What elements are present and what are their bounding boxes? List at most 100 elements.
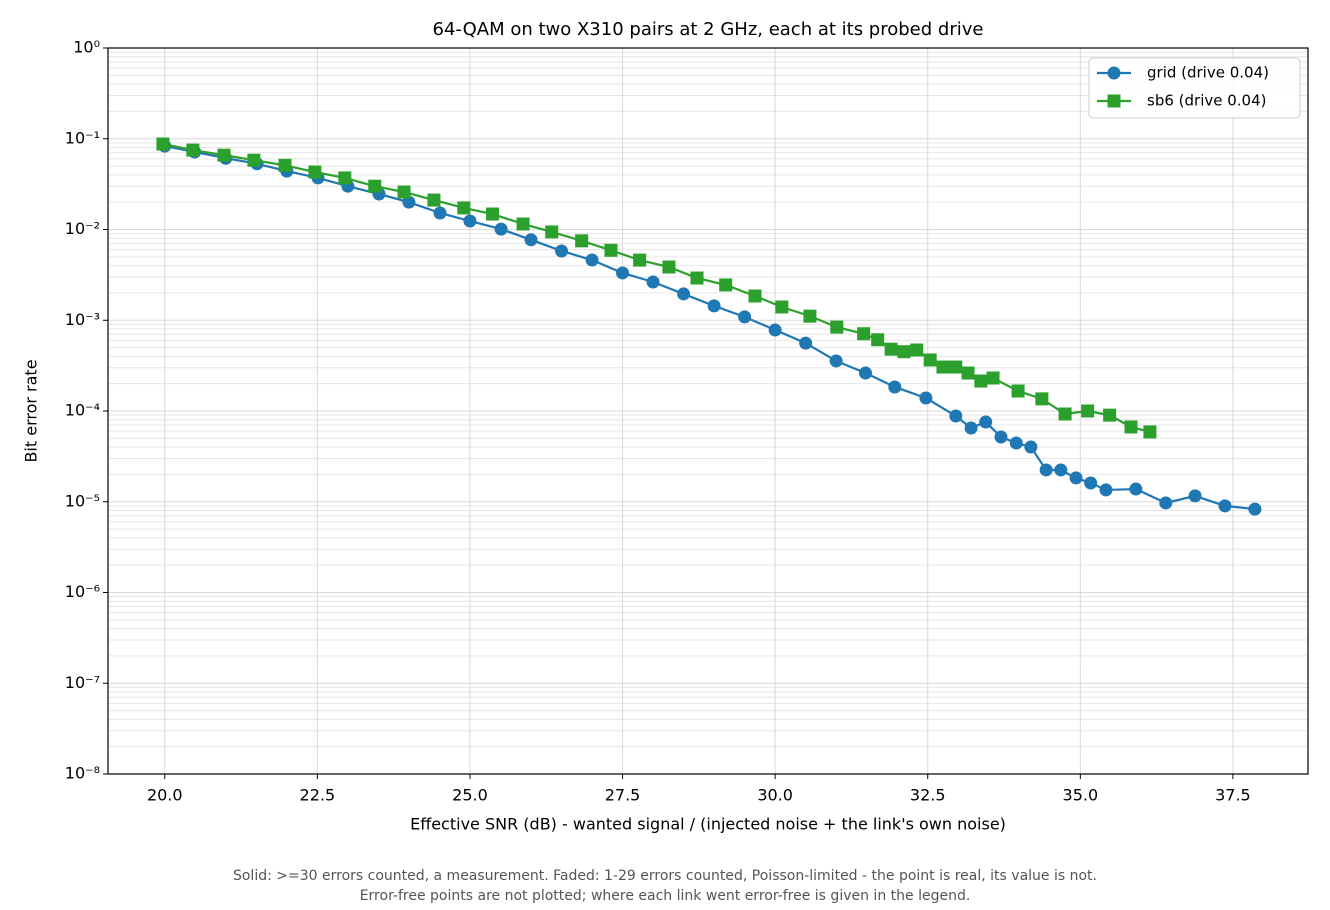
marker bbox=[156, 137, 170, 151]
marker bbox=[923, 353, 937, 367]
marker bbox=[1058, 407, 1072, 421]
x-tick-label: 37.5 bbox=[1215, 786, 1251, 805]
marker bbox=[964, 421, 978, 435]
marker bbox=[961, 366, 975, 380]
marker bbox=[433, 206, 447, 220]
marker bbox=[803, 309, 817, 323]
marker bbox=[775, 300, 789, 314]
marker bbox=[463, 214, 477, 228]
marker bbox=[1159, 496, 1173, 510]
x-tick-label: 30.0 bbox=[757, 786, 793, 805]
y-tick-label: 10⁻⁷ bbox=[65, 673, 100, 692]
marker bbox=[871, 333, 885, 347]
marker bbox=[949, 360, 963, 374]
y-tick-label: 10⁻⁶ bbox=[65, 582, 100, 601]
marker bbox=[1099, 483, 1113, 497]
marker bbox=[338, 171, 352, 185]
marker bbox=[662, 260, 676, 274]
y-tick-label: 10⁻⁸ bbox=[65, 764, 100, 783]
marker bbox=[616, 266, 630, 280]
marker bbox=[646, 275, 660, 289]
marker bbox=[897, 345, 911, 359]
marker bbox=[1124, 420, 1138, 434]
marker bbox=[1054, 463, 1068, 477]
marker bbox=[575, 234, 589, 248]
marker bbox=[524, 233, 538, 247]
marker bbox=[707, 299, 721, 313]
legend-label: grid (drive 0.04) bbox=[1147, 64, 1269, 82]
marker bbox=[1143, 425, 1157, 439]
marker bbox=[1107, 66, 1121, 80]
marker bbox=[545, 225, 559, 239]
plot-frame bbox=[107, 47, 1309, 775]
x-tick-label: 35.0 bbox=[1063, 786, 1099, 805]
y-tick-label: 10⁻³ bbox=[65, 310, 100, 329]
marker bbox=[1035, 392, 1049, 406]
marker bbox=[585, 253, 599, 267]
y-tick-label: 10⁻⁵ bbox=[65, 491, 100, 510]
marker bbox=[936, 360, 950, 374]
marker bbox=[1081, 404, 1095, 418]
marker bbox=[1103, 408, 1117, 422]
marker bbox=[217, 148, 231, 162]
marker bbox=[979, 415, 993, 429]
marker bbox=[690, 271, 704, 285]
marker bbox=[748, 289, 762, 303]
y-tick-label: 10⁻² bbox=[65, 219, 100, 238]
footnote: Error-free points are not plotted; where… bbox=[360, 888, 971, 904]
marker bbox=[1248, 502, 1262, 516]
marker bbox=[247, 153, 261, 167]
marker bbox=[919, 391, 933, 405]
marker bbox=[857, 327, 871, 341]
marker bbox=[1069, 471, 1083, 485]
marker bbox=[494, 222, 508, 236]
marker bbox=[986, 371, 1000, 385]
marker bbox=[1129, 482, 1143, 496]
y-tick-label: 10⁻⁴ bbox=[65, 401, 100, 420]
marker bbox=[858, 366, 872, 380]
marker bbox=[884, 342, 898, 356]
marker bbox=[1024, 440, 1038, 454]
marker bbox=[1009, 436, 1023, 450]
marker bbox=[457, 201, 471, 215]
marker bbox=[830, 320, 844, 334]
x-tick-label: 32.5 bbox=[910, 786, 946, 805]
marker bbox=[829, 354, 843, 368]
marker bbox=[278, 158, 292, 172]
x-axis-label: Effective SNR (dB) - wanted signal / (in… bbox=[410, 815, 1006, 834]
legend-label: sb6 (drive 0.04) bbox=[1147, 92, 1266, 110]
marker bbox=[910, 343, 924, 357]
marker bbox=[799, 336, 813, 350]
marker bbox=[1011, 384, 1025, 398]
marker bbox=[1188, 489, 1202, 503]
marker bbox=[308, 165, 322, 179]
x-tick-label: 20.0 bbox=[147, 786, 183, 805]
marker bbox=[604, 243, 618, 257]
marker bbox=[427, 193, 441, 207]
marker bbox=[719, 278, 733, 292]
marker bbox=[486, 207, 500, 221]
marker bbox=[633, 253, 647, 267]
marker bbox=[1107, 94, 1121, 108]
y-tick-label: 10⁻¹ bbox=[65, 128, 100, 147]
x-tick-label: 22.5 bbox=[300, 786, 336, 805]
footnote: Solid: >=30 errors counted, a measuremen… bbox=[233, 868, 1097, 884]
y-axis-label: Bit error rate bbox=[22, 359, 41, 462]
marker bbox=[1039, 463, 1053, 477]
marker bbox=[994, 430, 1008, 444]
marker bbox=[738, 310, 752, 324]
marker bbox=[397, 185, 411, 199]
chart-title: 64-QAM on two X310 pairs at 2 GHz, each … bbox=[433, 19, 984, 40]
marker bbox=[516, 217, 530, 231]
x-tick-label: 25.0 bbox=[452, 786, 488, 805]
marker bbox=[677, 287, 691, 301]
y-tick-label: 10⁰ bbox=[73, 38, 100, 57]
marker bbox=[888, 380, 902, 394]
x-tick-label: 27.5 bbox=[605, 786, 641, 805]
marker bbox=[402, 195, 416, 209]
legend-box bbox=[1088, 57, 1301, 119]
marker bbox=[555, 244, 569, 258]
marker bbox=[1218, 499, 1232, 513]
marker bbox=[186, 143, 200, 157]
